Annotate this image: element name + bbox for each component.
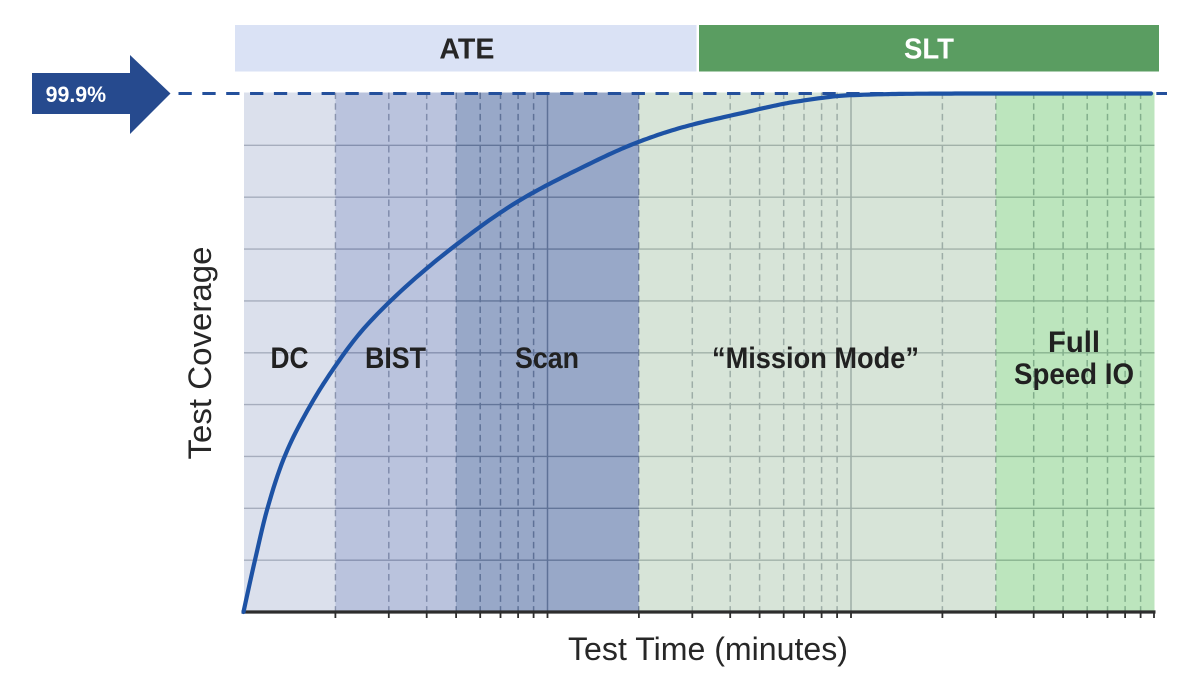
svg-text:BIST: BIST	[365, 342, 426, 375]
svg-text:Test Coverage: Test Coverage	[182, 247, 218, 460]
svg-text:SLT: SLT	[904, 33, 954, 65]
svg-text:DC: DC	[271, 342, 309, 375]
svg-text:Scan: Scan	[515, 342, 579, 375]
svg-text:“Mission Mode”: “Mission Mode”	[712, 342, 919, 375]
svg-text:Full: Full	[1048, 326, 1100, 359]
svg-text:99.9%: 99.9%	[46, 82, 107, 107]
svg-text:Test Time (minutes): Test Time (minutes)	[568, 631, 848, 667]
svg-text:Speed IO: Speed IO	[1014, 358, 1134, 391]
svg-text:ATE: ATE	[439, 33, 494, 65]
